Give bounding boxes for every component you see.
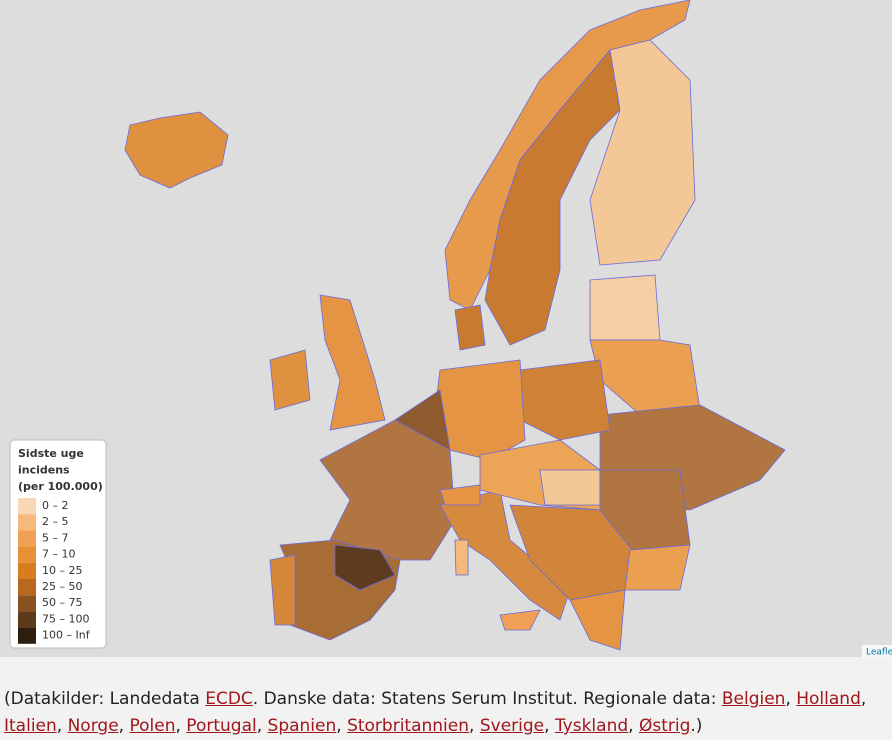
source-link[interactable]: Portugal [186,716,257,736]
caption-text: , [628,716,639,736]
source-link[interactable]: Spanien [267,716,337,736]
legend-label: 25 – 50 [42,580,83,593]
legend-title: Sidste uge [18,447,84,460]
legend-label: 0 – 2 [42,499,69,512]
legend-label: 50 – 75 [42,596,83,609]
caption-text: , [469,716,480,736]
legend-label: 2 – 5 [42,515,69,528]
caption-text: , [785,689,797,709]
caption-text: (Datakilder: Landedata [4,689,206,709]
legend-label: 7 – 10 [42,548,76,561]
source-link[interactable]: Italien [4,716,57,736]
legend-label: 5 – 7 [42,531,69,544]
source-link[interactable]: Norge [67,716,119,736]
legend-swatch [18,546,36,563]
map[interactable]: Sidste uge incidens (per 100.000) 0 – 2 2 – … [0,0,892,657]
caption-text: , [56,716,68,736]
legend-swatch [18,611,36,628]
attribution[interactable]: Leaflet [866,648,892,658]
caption-text: , [860,689,867,709]
caption-text: . Danske data: Statens Serum Institut. R… [252,689,722,709]
legend-title: (per 100.000) [18,480,103,493]
legend-swatch [18,627,36,644]
caption-text: , [544,716,555,736]
caption-text: , [256,716,268,736]
legend-swatch [18,514,36,531]
legend-label: 75 – 100 [42,612,90,625]
legend-swatch [18,498,36,515]
caption-text: .) [690,716,703,736]
caption-text: , [118,716,130,736]
source-link[interactable]: ECDC [205,689,253,709]
source-link[interactable]: Sverige [479,716,545,736]
legend-swatch [18,530,36,547]
legend: Sidste uge incidens (per 100.000) 0 – 2 2 – … [9,439,107,649]
source-link[interactable]: Storbritannien [347,716,470,736]
map-background [0,0,892,657]
regions [124,0,786,651]
source-link[interactable]: Polen [129,716,176,736]
legend-label: 100 – Inf [42,629,91,642]
source-link[interactable]: Belgien [721,689,786,709]
source-link[interactable]: Østrig [638,716,691,736]
legend-swatch [18,579,36,596]
caption-text: , [175,716,187,736]
caption-text: , [336,716,348,736]
source-link[interactable]: Tyskland [554,716,629,736]
legend-swatch [18,595,36,612]
legend-label: 10 – 25 [42,564,83,577]
attribution-box [862,645,892,657]
source-link[interactable]: Holland [796,689,861,709]
legend-swatch [18,562,36,579]
caption: (Datakilder: Landedata ECDC. Danske data… [4,686,884,740]
legend-title: incidens [18,464,70,477]
